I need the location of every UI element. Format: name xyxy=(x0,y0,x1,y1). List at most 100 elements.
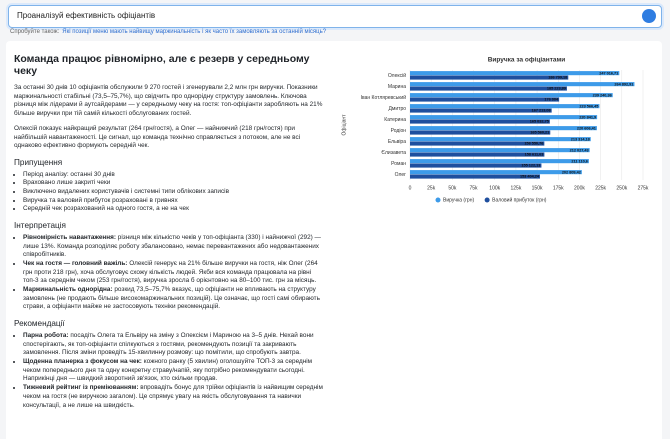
section-heading: Рекомендації xyxy=(14,319,65,329)
item-text: Період аналізу: останні 30 днів xyxy=(23,170,115,178)
bar xyxy=(410,104,600,109)
data-label: 185 223,89 xyxy=(547,87,566,91)
item-lead: Маржинальність однорідна: xyxy=(23,286,113,294)
list-item: Щоденна планерка з фокусом на чек: кожно… xyxy=(23,358,326,384)
y-tick-label: Іван Котляревський xyxy=(361,94,407,101)
data-label: 220 606,41 xyxy=(577,126,596,130)
y-tick-label: Катерина xyxy=(384,117,406,123)
report-title: Команда працює рівномірно, але є резерв … xyxy=(14,53,310,77)
x-tick-label: 175k xyxy=(553,185,564,191)
list: Період аналізу: останні 30 днівВраховано… xyxy=(14,171,326,215)
data-label: 247 016,71 xyxy=(599,71,618,75)
y-tick-label: Єлизавета xyxy=(381,150,406,156)
bar xyxy=(410,82,635,87)
x-tick-label: 250k xyxy=(616,185,627,191)
list-item: Середній чек розрахований на одного гост… xyxy=(23,205,326,214)
y-tick-label: Олег xyxy=(395,172,407,178)
data-label: 153 404,24 xyxy=(520,175,540,179)
y-axis-title: Офіціант xyxy=(341,114,347,136)
section-heading: Припущення xyxy=(14,157,63,167)
y-tick-label: Дмитро xyxy=(389,106,407,112)
x-tick-label: 200k xyxy=(574,185,585,191)
list-item: Виключено видалених користувачів і систе… xyxy=(23,188,326,197)
bar xyxy=(410,126,597,131)
x-tick-label: 0 xyxy=(409,185,412,191)
data-label: 176 004 xyxy=(544,98,559,102)
y-tick-label: Ельвіра xyxy=(388,139,406,145)
y-tick-label: Марина xyxy=(388,84,406,90)
bar xyxy=(410,141,545,146)
suggestion-link[interactable]: Які позиції меню мають найвищу маржиналь… xyxy=(62,29,327,35)
data-label: 158 611,63 xyxy=(525,153,544,157)
bar xyxy=(410,137,591,142)
bar xyxy=(410,170,582,175)
legend-marker xyxy=(484,197,490,203)
data-label: 213 314,18 xyxy=(571,137,590,141)
data-label: 211 110,6 xyxy=(571,159,587,163)
item-lead: Чек на гостя — головний важіль: xyxy=(23,259,128,267)
data-label: 167 213,08 xyxy=(532,109,551,113)
item-text: Виручка та валовий прибуток розраховані … xyxy=(23,196,178,204)
data-label: 165 032,75 xyxy=(530,120,549,124)
x-tick-label: 125k xyxy=(510,185,521,191)
list-item: Рівномірність навантаження: різниця між … xyxy=(23,234,326,260)
x-tick-label: 225k xyxy=(595,185,606,191)
data-label: 239 240,36 xyxy=(593,93,612,97)
search-box[interactable]: Проаналізуй ефективність офіціантів xyxy=(8,5,662,28)
suggestion: Спробуйте також: Які позиції меню мають н… xyxy=(10,29,326,35)
bar xyxy=(410,97,560,102)
data-label: 264 892,91 xyxy=(614,82,633,86)
bar xyxy=(410,152,545,157)
bar xyxy=(410,163,542,168)
bar xyxy=(410,119,550,124)
query[interactable]: Проаналізуй ефективність офіціантів xyxy=(17,11,156,20)
list-item: Період аналізу: останні 30 днів xyxy=(23,171,326,180)
data-label: 186 799,18 xyxy=(548,76,567,80)
report: Команда працює рівномірно, але є резерв … xyxy=(14,53,326,410)
item-text: Виключено видалених користувачів і систе… xyxy=(23,188,229,196)
suggestion-label: Спробуйте також: xyxy=(10,29,60,35)
list-item: Враховано лише закриті чеки xyxy=(23,179,326,188)
list-item: Маржинальність однорідна: розкид 73,5–75… xyxy=(23,286,326,312)
paragraph: За останні 30 днів 10 офіціантів обслужи… xyxy=(14,84,323,118)
x-tick-label: 275k xyxy=(638,185,649,191)
submit-button[interactable] xyxy=(642,9,656,23)
item-text: впровадіть бонус для трійки офіціантів і… xyxy=(23,384,323,409)
item-text: Враховано лише закриті чеки xyxy=(23,179,111,187)
bar xyxy=(410,115,598,120)
list-item: Парна робота: посадіть Олега та Ельвіру … xyxy=(23,332,326,358)
x-tick-label: 50k xyxy=(448,185,457,191)
item-lead: Парна робота: xyxy=(23,331,69,339)
item-text: кожного ранку (5 хвилин) оголошуйте ТОП-… xyxy=(23,357,313,383)
bar xyxy=(410,159,589,164)
sections: Припущення Період аналізу: останні 30 дні… xyxy=(14,157,326,410)
x-tick-label: 25k xyxy=(427,185,436,191)
item-text: Середній чек розрахований на одного гост… xyxy=(23,205,189,213)
bar xyxy=(410,174,540,179)
data-label: 212 027,43 xyxy=(570,148,589,152)
item-text: різниця між кількістю чеків у топ-офіціа… xyxy=(23,233,321,259)
item-lead: Щоденна планерка з фокусом на чек: xyxy=(23,357,142,365)
data-label: 223 566,45 xyxy=(579,104,598,108)
bar xyxy=(410,130,551,135)
legend-label: Виручка (грн) xyxy=(443,197,474,203)
x-tick-label: 100k xyxy=(489,185,500,191)
list-item: Чек на гостя — головний важіль: Олексій … xyxy=(23,260,326,286)
bar xyxy=(410,71,620,76)
list-item: Виручка та валовий прибуток розраховані … xyxy=(23,197,326,206)
y-tick-label: Роман xyxy=(391,161,406,167)
data-label: 165 560,21 xyxy=(530,131,549,135)
bar xyxy=(410,93,613,98)
list-item: Тижневий рейтинг із преміюванням: впрова… xyxy=(23,384,326,410)
bar xyxy=(410,148,590,153)
data-label: 155 122,13 xyxy=(521,164,540,168)
item-lead: Рівномірність навантаження: xyxy=(23,233,117,241)
x-tick-label: 75k xyxy=(470,185,479,191)
data-label: 202 809,42 xyxy=(562,170,581,174)
chart-title: Виручка за офіціантами xyxy=(488,56,566,64)
list: Рівномірність навантаження: різниця між … xyxy=(14,234,326,312)
section-heading: Інтерпретація xyxy=(14,221,66,231)
item-text: посадіть Олега та Ельвіру на зміну з Оле… xyxy=(23,331,314,357)
bar xyxy=(410,108,552,113)
